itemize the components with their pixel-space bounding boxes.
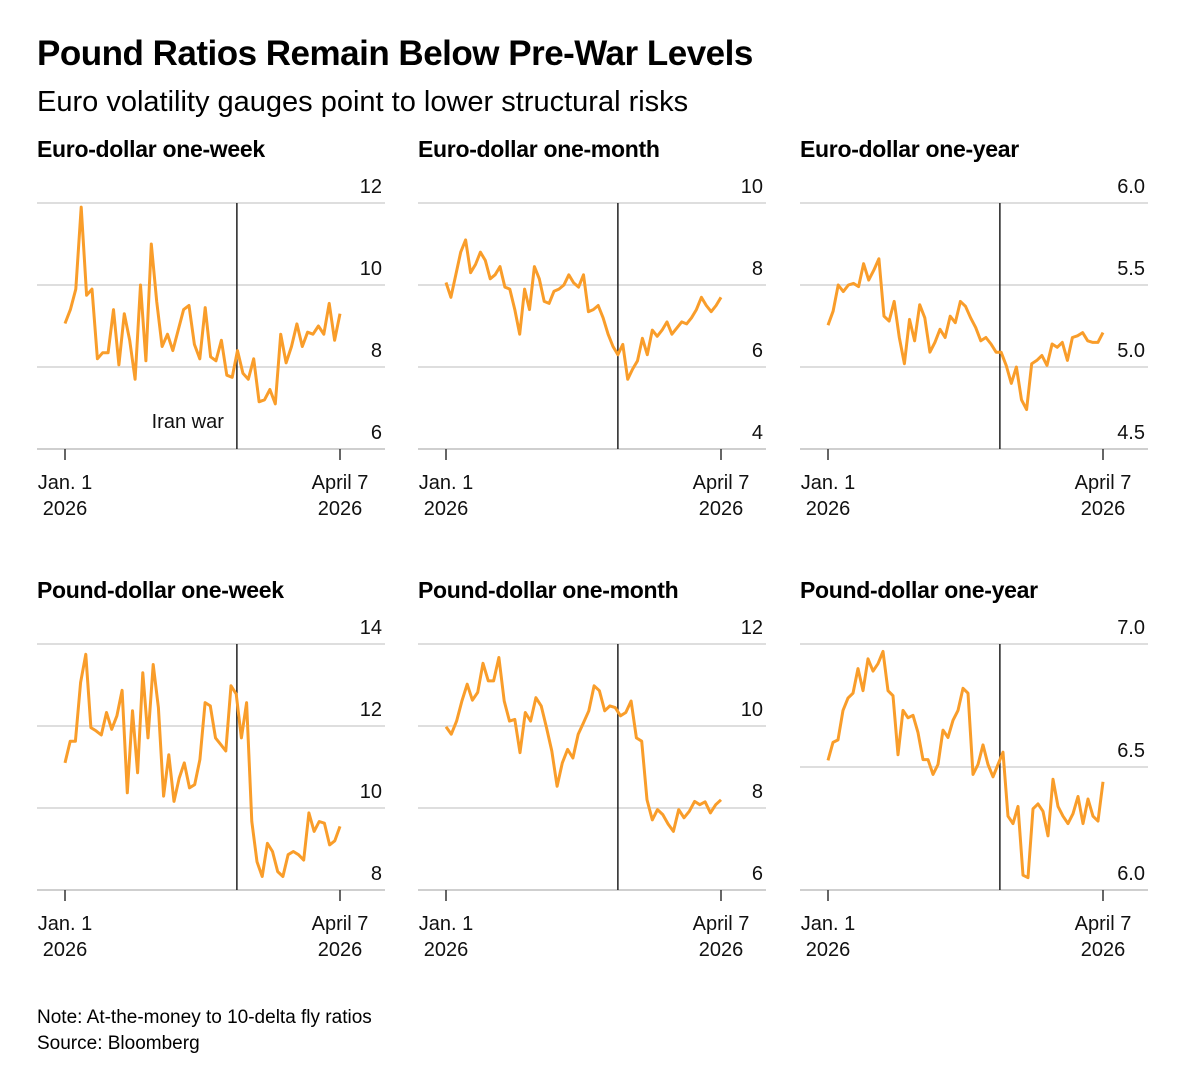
panel-title: Pound-dollar one-week (37, 577, 284, 603)
x-tick-label: April 7 (312, 472, 369, 494)
y-tick-label: 8 (371, 863, 382, 885)
series-line (444, 656, 723, 833)
panel-plot: 4 6 8 10 Jan. 1 2026 April 7 2026 (418, 176, 766, 520)
y-tick-label: 12 (741, 617, 763, 639)
y-tick-label: 5.5 (1117, 258, 1145, 280)
x-tick-label: April 7 (1075, 913, 1132, 935)
x-tick-label-year: 2026 (424, 498, 469, 520)
x-tick-label-year: 2026 (318, 939, 363, 961)
panel-plot: 6 8 10 12 Jan. 1 2026 April 7 2026 Iran war (37, 176, 385, 520)
series-line (444, 238, 723, 381)
y-tick-label: 8 (371, 340, 382, 362)
series-line (826, 257, 1105, 412)
chart-title: Pound Ratios Remain Below Pre-War Levels (37, 34, 753, 73)
series-line (63, 205, 342, 406)
y-tick-label: 14 (360, 617, 382, 639)
x-tick-label-year: 2026 (806, 939, 851, 961)
y-tick-label: 4 (752, 422, 763, 444)
y-tick-label: 6.0 (1117, 863, 1145, 885)
x-tick-label-year: 2026 (424, 939, 469, 961)
panel-plot: 4.5 5.0 5.5 6.0 Jan. 1 2026 April 7 2026 (800, 176, 1148, 520)
footnote: Note: At-the-money to 10-delta fly ratio… (37, 1007, 372, 1028)
x-tick-label: April 7 (693, 913, 750, 935)
panel-euro-dollar-one-year: Euro-dollar one-year 4.5 5.0 5.5 6.0 Jan. 1 2… (800, 136, 1160, 536)
y-tick-label: 10 (741, 176, 763, 198)
series-line (826, 649, 1105, 880)
panel-title: Euro-dollar one-month (418, 136, 660, 162)
panel-plot: 8 10 12 14 Jan. 1 2026 April 7 2026 (37, 617, 385, 961)
x-tick-label-year: 2026 (1081, 939, 1126, 961)
y-tick-label: 8 (752, 781, 763, 803)
panel-plot: 6 8 10 12 Jan. 1 2026 April 7 2026 (418, 617, 766, 961)
chart-subtitle: Euro volatility gauges point to lower st… (37, 86, 689, 118)
y-tick-label: 7.0 (1117, 617, 1145, 639)
x-tick-label: April 7 (693, 472, 750, 494)
x-tick-label-year: 2026 (699, 939, 744, 961)
source: Source: Bloomberg (37, 1033, 200, 1054)
x-tick-label: Jan. 1 (38, 472, 92, 494)
x-tick-label-year: 2026 (806, 498, 851, 520)
y-tick-label: 5.0 (1117, 340, 1145, 362)
y-tick-label: 6.5 (1117, 740, 1145, 762)
y-tick-label: 10 (360, 258, 382, 280)
series-line (63, 652, 342, 878)
event-label: Iran war (152, 411, 225, 433)
panel-title: Euro-dollar one-week (37, 136, 265, 162)
y-tick-label: 12 (360, 699, 382, 721)
panel-pound-dollar-one-month: Pound-dollar one-month 6 8 10 12 Jan. 1 2026 A… (418, 577, 778, 977)
x-tick-label: April 7 (1075, 472, 1132, 494)
panel-euro-dollar-one-month: Euro-dollar one-month 4 6 8 10 Jan. 1 2026 Apr… (418, 136, 778, 536)
x-tick-label: Jan. 1 (38, 913, 92, 935)
x-tick-label: Jan. 1 (419, 913, 473, 935)
panel-title: Pound-dollar one-year (800, 577, 1038, 603)
panel-pound-dollar-one-week: Pound-dollar one-week 8 10 12 14 Jan. 1 2026 A… (37, 577, 397, 977)
y-tick-label: 8 (752, 258, 763, 280)
x-tick-label: April 7 (312, 913, 369, 935)
y-tick-label: 10 (741, 699, 763, 721)
y-tick-label: 6 (752, 340, 763, 362)
x-tick-label: Jan. 1 (801, 472, 855, 494)
x-tick-label-year: 2026 (699, 498, 744, 520)
x-tick-label-year: 2026 (1081, 498, 1126, 520)
panel-plot: 6.0 6.5 7.0 Jan. 1 2026 April 7 2026 (800, 617, 1148, 961)
x-tick-label: Jan. 1 (419, 472, 473, 494)
x-tick-label-year: 2026 (43, 939, 88, 961)
panel-pound-dollar-one-year: Pound-dollar one-year 6.0 6.5 7.0 Jan. 1 202… (800, 577, 1160, 977)
y-tick-label: 4.5 (1117, 422, 1145, 444)
x-tick-label-year: 2026 (43, 498, 88, 520)
y-tick-label: 6.0 (1117, 176, 1145, 198)
panel-title: Pound-dollar one-month (418, 577, 679, 603)
y-tick-label: 10 (360, 781, 382, 803)
y-tick-label: 6 (752, 863, 763, 885)
panel-euro-dollar-one-week: Euro-dollar one-week 6 8 10 12 Jan. 1 2026 Apr… (37, 136, 397, 536)
panel-title: Euro-dollar one-year (800, 136, 1019, 162)
y-tick-label: 6 (371, 422, 382, 444)
y-tick-label: 12 (360, 176, 382, 198)
x-tick-label: Jan. 1 (801, 913, 855, 935)
x-tick-label-year: 2026 (318, 498, 363, 520)
